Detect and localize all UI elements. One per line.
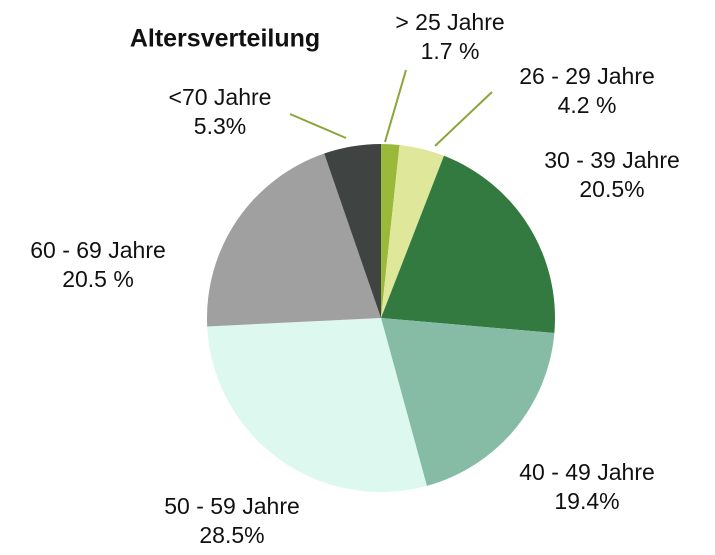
- slice-label: 26 - 29 Jahre: [519, 63, 655, 89]
- slice-label: 30 - 39 Jahre: [544, 147, 680, 173]
- slice-label: <70 Jahre: [169, 84, 272, 110]
- pie-slice: [324, 144, 381, 318]
- slice-value-label: 20.5 %: [62, 266, 134, 292]
- slice-value-label: 19.4%: [554, 488, 619, 514]
- slice-value-label: 5.3%: [194, 113, 246, 139]
- pie-slice: [381, 144, 444, 318]
- chart-title: Altersverteilung: [130, 25, 320, 53]
- slice-value-label: 4.2 %: [558, 92, 617, 118]
- slice-label: 60 - 69 Jahre: [30, 237, 166, 263]
- pie-slice: [381, 155, 555, 333]
- pie-slice: [381, 318, 555, 486]
- slice-label: 50 - 59 Jahre: [164, 493, 300, 519]
- pie-slice: [207, 318, 427, 493]
- slice-value-label: 1.7 %: [421, 38, 480, 64]
- leader-line: [289, 113, 347, 139]
- leader-line: [434, 91, 493, 147]
- slice-label: > 25 Jahre: [395, 9, 504, 35]
- slice-value-label: 20.5%: [579, 176, 644, 202]
- slice-value-label: 28.5%: [199, 522, 264, 548]
- pie-slice: [207, 153, 381, 327]
- leader-line: [384, 69, 407, 143]
- slice-label: 40 - 49 Jahre: [519, 459, 655, 485]
- pie-slice: [381, 144, 400, 318]
